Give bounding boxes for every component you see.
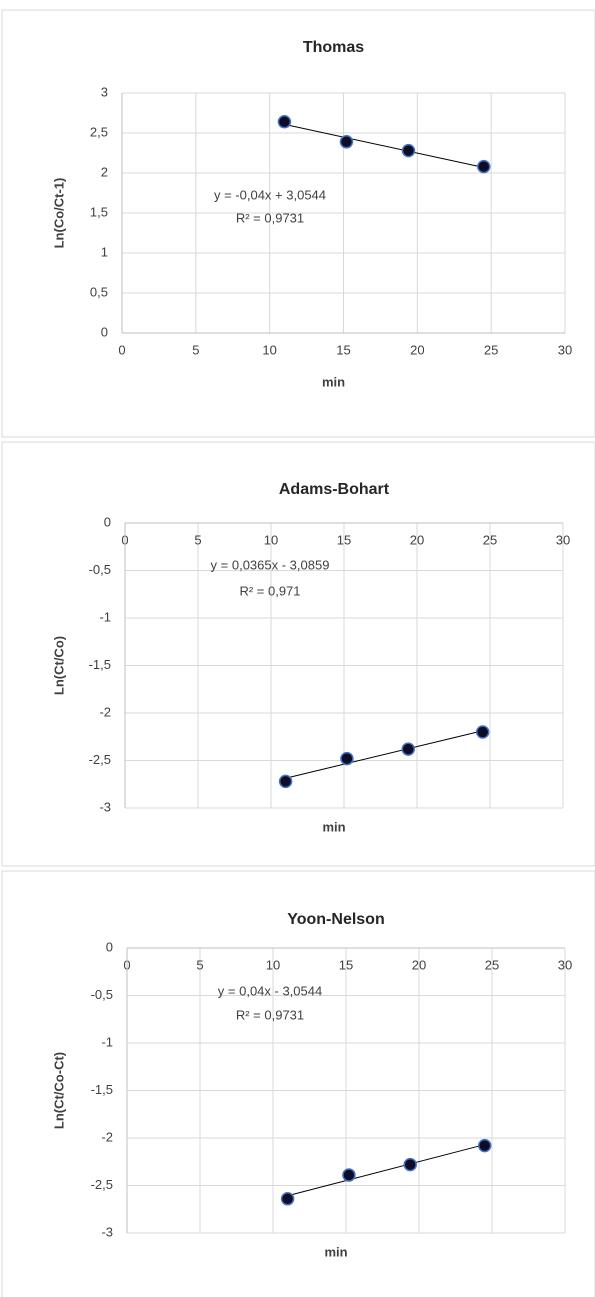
y-axis-label: Ln(Ct/Co) bbox=[51, 636, 66, 695]
x-tick-label: 10 bbox=[262, 342, 276, 357]
trendline bbox=[284, 123, 484, 168]
panel bbox=[1, 441, 595, 867]
annotation: R² = 0,9731 bbox=[236, 1007, 304, 1022]
data-point bbox=[340, 751, 354, 766]
y-tick-label: 1,5 bbox=[90, 204, 108, 219]
data-point bbox=[475, 725, 490, 739]
x-tick-label: 30 bbox=[558, 957, 572, 972]
y-tick-label: -1 bbox=[101, 1034, 113, 1049]
x-axis-label: min bbox=[324, 1244, 347, 1259]
x-tick-label: 0 bbox=[118, 342, 125, 357]
x-tick-label: 10 bbox=[264, 532, 278, 547]
x-tick-label: 20 bbox=[412, 957, 426, 972]
y-tick-label: 0 bbox=[104, 514, 111, 529]
x-tick-label: 20 bbox=[410, 532, 424, 547]
y-tick-label: 0,5 bbox=[90, 284, 108, 299]
data-point bbox=[477, 159, 491, 174]
x-tick-label: 5 bbox=[194, 532, 201, 547]
y-tick-label: -2 bbox=[99, 704, 111, 719]
panel bbox=[1, 870, 595, 1297]
y-tick-label: 1 bbox=[101, 244, 108, 259]
panel bbox=[1, 9, 595, 438]
x-tick-label: 15 bbox=[339, 957, 353, 972]
y-tick-label: -1,5 bbox=[91, 1082, 113, 1097]
y-tick-label: 0 bbox=[106, 939, 113, 954]
y-tick-label: -2,5 bbox=[89, 752, 111, 767]
x-tick-label: 30 bbox=[558, 342, 572, 357]
y-tick-label: -1 bbox=[99, 609, 111, 624]
x-tick-label: 10 bbox=[266, 957, 280, 972]
x-tick-label: 15 bbox=[337, 532, 351, 547]
x-tick-label: 25 bbox=[483, 532, 497, 547]
y-tick-label: -2,5 bbox=[91, 1177, 113, 1192]
x-tick-label: 25 bbox=[485, 957, 499, 972]
annotation: y = 0,0365x - 3,0859 bbox=[211, 557, 330, 572]
y-tick-label: 0 bbox=[101, 324, 108, 339]
annotation: y = -0,04x + 3,0544 bbox=[214, 187, 326, 202]
y-tick-label: 2,5 bbox=[90, 124, 108, 139]
chart-title: Adams-Bohart bbox=[279, 481, 390, 498]
data-point bbox=[278, 774, 293, 789]
trendline bbox=[285, 730, 483, 779]
y-tick-label: 2 bbox=[101, 164, 108, 179]
x-tick-label: 15 bbox=[336, 342, 350, 357]
annotation: R² = 0,9731 bbox=[236, 210, 304, 225]
y-tick-label: -1,5 bbox=[89, 657, 111, 672]
y-tick-label: -0,5 bbox=[91, 987, 113, 1002]
data-point bbox=[277, 115, 292, 129]
x-tick-label: 5 bbox=[192, 342, 199, 357]
data-point bbox=[403, 1157, 417, 1172]
x-axis-label: min bbox=[322, 819, 345, 834]
x-tick-label: 30 bbox=[556, 532, 570, 547]
y-axis-label: Ln(Ct/Co-Ct) bbox=[51, 1052, 66, 1129]
annotation: y = 0,04x - 3,0544 bbox=[218, 983, 322, 998]
y-tick-label: -3 bbox=[99, 799, 111, 814]
y-tick-label: -0,5 bbox=[89, 562, 111, 577]
data-point bbox=[339, 135, 354, 149]
y-tick-label: -3 bbox=[101, 1224, 113, 1239]
chart-title: Thomas bbox=[303, 39, 364, 56]
y-tick-label: 3 bbox=[101, 84, 108, 99]
data-point bbox=[280, 1192, 295, 1206]
data-point bbox=[401, 742, 415, 756]
x-tick-label: 5 bbox=[196, 957, 203, 972]
chart-title: Yoon-Nelson bbox=[287, 911, 384, 928]
data-point bbox=[477, 1138, 492, 1153]
annotation: R² = 0,971 bbox=[239, 583, 300, 598]
x-axis-label: min bbox=[322, 374, 345, 389]
x-tick-label: 25 bbox=[484, 342, 498, 357]
x-tick-label: 20 bbox=[410, 342, 424, 357]
y-tick-label: -2 bbox=[101, 1129, 113, 1144]
data-point bbox=[342, 1168, 356, 1182]
y-axis-label: Ln(Co/Ct-1) bbox=[51, 178, 66, 249]
data-point bbox=[401, 143, 416, 158]
trendline bbox=[287, 1144, 485, 1197]
